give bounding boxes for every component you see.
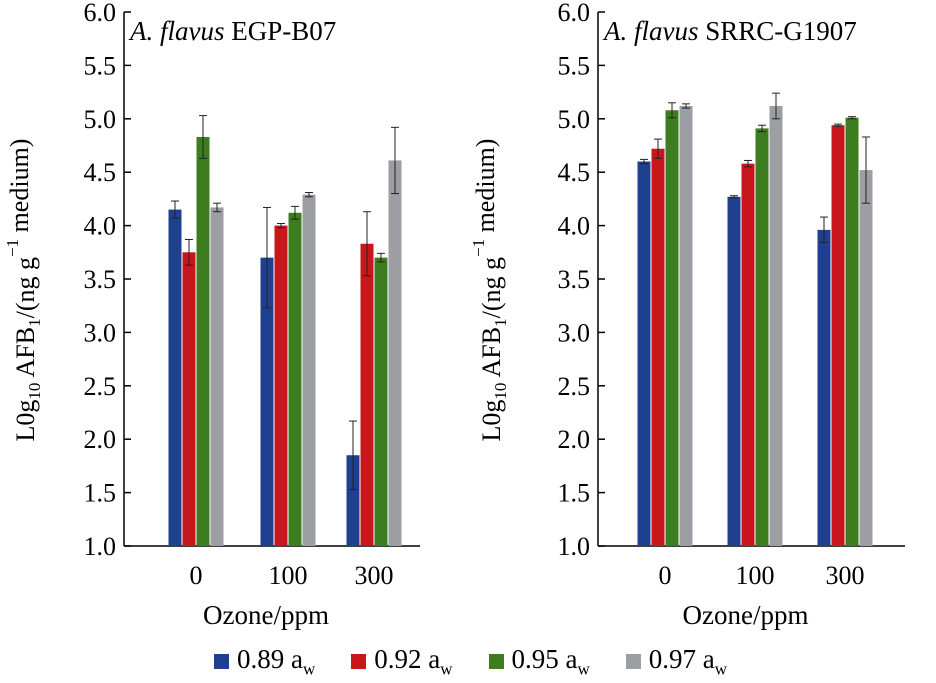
x-axis-label: Ozone/ppm	[683, 600, 809, 630]
x-tick-label: 0	[659, 561, 672, 590]
bar	[374, 257, 388, 546]
legend-label: 0.89 aw	[237, 644, 316, 679]
bar	[182, 252, 196, 547]
y-tick-label: 4.5	[558, 158, 591, 187]
bar	[302, 194, 316, 547]
y-tick-label: 3.0	[558, 318, 591, 347]
y-tick-label: 2.0	[84, 425, 117, 454]
y-tick-label: 6.0	[558, 0, 591, 27]
legend: 0.89 aw 0.92 aw 0.95 aw 0.97 aw	[214, 642, 763, 682]
bar	[665, 110, 679, 547]
chart-title: A. flavus SRRC-G1907	[602, 16, 857, 46]
chart-panel-1: 1.0 1.5 2.0 2.5 3.0 3.5 4.0 4.5 5.0 5.5 6.0 0 100 300…	[469, 0, 905, 630]
bar	[346, 455, 360, 546]
x-tick-label: 300	[826, 561, 865, 590]
y-tick-label: 1.5	[558, 479, 591, 508]
chart-panel-0: 1.0 1.5 2.0 2.5 3.0 3.5 4.0 4.5 5.0 5.5 6.0 0 100 300…	[3, 0, 420, 630]
bar	[274, 225, 288, 546]
y-tick-label: 4.5	[84, 158, 117, 187]
y-tick-label: 1.5	[84, 479, 117, 508]
legend-swatch	[351, 654, 367, 670]
y-axis-label: L0g10 AFB1/(ng g−1 medium)	[469, 139, 510, 442]
y-tick-label: 2.5	[84, 372, 117, 401]
legend-label: 0.92 aw	[374, 644, 453, 679]
bar	[817, 229, 831, 546]
legend-label: 0.95 aw	[511, 644, 590, 679]
legend-item-3: 0.97 aw	[625, 644, 728, 679]
bar	[727, 196, 741, 546]
y-tick-label: 5.5	[558, 51, 591, 80]
legend-item-0: 0.89 aw	[214, 644, 315, 679]
bar	[388, 160, 402, 546]
bar	[755, 128, 769, 547]
x-tick-label: 100	[269, 561, 308, 590]
bar	[260, 257, 274, 546]
y-tick-label: 3.5	[84, 265, 117, 294]
legend-item-1: 0.92 aw	[351, 644, 453, 679]
y-tick-label: 5.0	[84, 105, 117, 134]
x-tick-label: 0	[190, 561, 203, 590]
legend-swatch	[214, 654, 229, 670]
y-tick-label: 3.0	[84, 318, 117, 347]
legend-swatch	[625, 654, 641, 670]
bar	[859, 170, 873, 546]
x-tick-label: 100	[736, 561, 775, 590]
y-tick-label: 2.5	[558, 372, 591, 401]
x-axis-label: Ozone/ppm	[203, 600, 329, 630]
y-tick-label: 3.5	[558, 265, 591, 294]
bar	[168, 209, 182, 546]
bar	[679, 105, 693, 546]
bar	[637, 161, 651, 546]
bar	[210, 207, 224, 546]
chart-title: A. flavus EGP-B07	[128, 16, 336, 46]
legend-swatch	[488, 654, 504, 670]
y-tick-label: 4.0	[558, 212, 591, 241]
bar	[769, 105, 783, 546]
bar	[831, 125, 845, 546]
y-tick-label: 5.0	[558, 105, 591, 134]
y-axis-label: L0g10 AFB1/(ng g−1 medium)	[3, 139, 44, 442]
bar	[288, 212, 302, 546]
legend-label: 0.97 aw	[648, 644, 728, 679]
y-tick-label: 4.0	[84, 212, 117, 241]
bar	[196, 136, 210, 546]
chart-figure: 1.0 1.5 2.0 2.5 3.0 3.5 4.0 4.5 5.0 5.5 6.0 0 100 300…	[3, 0, 905, 630]
bar	[741, 163, 755, 546]
bar	[651, 148, 665, 547]
y-tick-label: 5.5	[84, 51, 117, 80]
bar	[845, 117, 859, 547]
y-tick-label: 2.0	[558, 425, 591, 454]
legend-item-2: 0.95 aw	[488, 644, 590, 679]
bar	[360, 243, 374, 547]
x-tick-label: 300	[355, 561, 394, 590]
y-tick-label: 6.0	[84, 0, 117, 27]
y-tick-label: 1.0	[558, 532, 591, 561]
y-tick-label: 1.0	[84, 532, 117, 561]
